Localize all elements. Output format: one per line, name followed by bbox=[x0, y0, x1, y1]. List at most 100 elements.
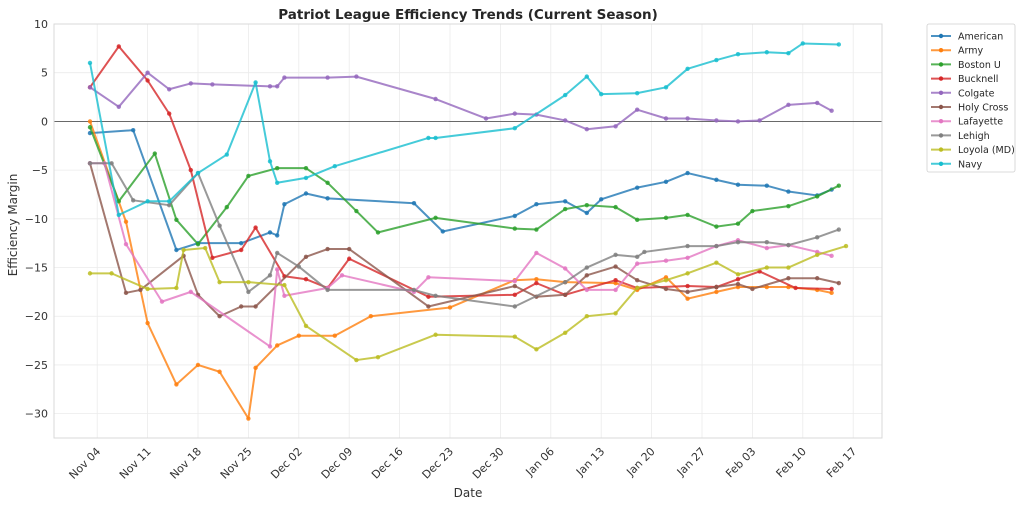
data-point bbox=[815, 100, 820, 106]
data-point bbox=[685, 271, 690, 276]
data-point bbox=[246, 416, 251, 421]
data-point bbox=[584, 273, 589, 278]
data-point bbox=[325, 246, 330, 252]
data-point bbox=[735, 277, 741, 282]
data-point bbox=[275, 250, 280, 256]
data-point bbox=[512, 226, 517, 231]
legend-item: Holy Cross bbox=[931, 103, 1008, 114]
data-point bbox=[512, 283, 517, 289]
legend-item: Navy bbox=[931, 159, 983, 170]
data-point bbox=[584, 210, 589, 216]
data-point bbox=[512, 126, 517, 131]
data-point bbox=[174, 285, 179, 291]
series-line bbox=[90, 162, 832, 348]
legend-marker bbox=[938, 119, 944, 124]
data-point bbox=[836, 227, 841, 232]
data-point bbox=[685, 255, 690, 260]
data-point bbox=[786, 102, 791, 108]
data-point bbox=[275, 267, 280, 272]
data-point bbox=[563, 330, 568, 335]
data-point bbox=[685, 212, 690, 218]
legend-marker bbox=[938, 90, 944, 96]
data-point bbox=[563, 266, 568, 271]
data-point bbox=[354, 208, 359, 214]
data-point bbox=[815, 276, 820, 281]
data-point bbox=[635, 185, 640, 190]
data-point bbox=[735, 281, 741, 287]
data-point bbox=[685, 116, 690, 121]
data-point bbox=[735, 272, 741, 277]
data-point bbox=[325, 196, 330, 201]
data-point bbox=[584, 265, 589, 270]
data-point bbox=[663, 116, 669, 121]
data-point bbox=[512, 292, 517, 298]
data-point bbox=[433, 135, 438, 141]
data-point bbox=[613, 252, 618, 258]
data-point bbox=[663, 179, 669, 185]
data-point bbox=[239, 240, 244, 246]
data-point bbox=[764, 50, 769, 55]
data-point bbox=[253, 365, 258, 371]
data-point bbox=[613, 124, 618, 129]
legend-label: Lafayette bbox=[958, 117, 1003, 128]
data-point bbox=[433, 332, 438, 337]
data-point bbox=[123, 241, 129, 247]
y-tick-label: −15 bbox=[25, 262, 48, 275]
data-point bbox=[375, 354, 381, 360]
data-point bbox=[239, 304, 244, 309]
data-point bbox=[181, 247, 186, 253]
data-point bbox=[275, 180, 280, 185]
data-point bbox=[685, 283, 690, 289]
data-point bbox=[325, 180, 330, 185]
legend-label: Army bbox=[958, 46, 983, 57]
data-point bbox=[303, 165, 309, 171]
data-point bbox=[563, 279, 568, 285]
data-point bbox=[786, 203, 791, 209]
legend-marker bbox=[938, 104, 944, 110]
data-point bbox=[714, 57, 719, 63]
legend-label: Bucknell bbox=[958, 74, 998, 85]
data-point bbox=[426, 294, 431, 299]
data-point bbox=[635, 217, 640, 222]
data-point bbox=[642, 249, 647, 255]
data-point bbox=[512, 304, 517, 309]
legend-marker bbox=[938, 133, 944, 138]
data-point bbox=[174, 247, 179, 253]
data-point bbox=[750, 208, 755, 214]
legend-item: Colgate bbox=[931, 88, 995, 99]
data-point bbox=[109, 271, 114, 276]
data-point bbox=[145, 199, 150, 204]
series-lehigh bbox=[87, 161, 841, 309]
x-axis-label: Date bbox=[454, 486, 483, 500]
data-point bbox=[613, 277, 618, 283]
data-point bbox=[116, 44, 122, 49]
y-tick-label: −30 bbox=[25, 408, 48, 421]
legend-marker bbox=[938, 62, 944, 67]
data-point bbox=[159, 299, 165, 304]
data-point bbox=[735, 51, 741, 57]
legend-label: Loyola (MD) bbox=[958, 145, 1015, 156]
data-point bbox=[714, 284, 719, 290]
data-point bbox=[375, 230, 381, 235]
data-point bbox=[145, 320, 150, 326]
data-point bbox=[764, 245, 769, 251]
data-point bbox=[253, 225, 258, 230]
data-point bbox=[714, 118, 719, 123]
legend-label: Navy bbox=[958, 159, 983, 170]
data-point bbox=[426, 275, 431, 280]
plot-border bbox=[53, 23, 883, 439]
y-tick-label: 0 bbox=[41, 115, 48, 128]
data-point bbox=[303, 191, 309, 196]
data-point bbox=[145, 70, 150, 75]
x-tick-label: Dec 16 bbox=[369, 445, 406, 482]
data-point bbox=[224, 204, 229, 210]
data-point bbox=[764, 265, 769, 270]
y-axis-label: Efficiency Margin bbox=[6, 174, 20, 277]
data-point bbox=[152, 151, 157, 156]
data-point bbox=[829, 108, 834, 113]
legend-item: Army bbox=[931, 46, 983, 57]
data-point bbox=[750, 286, 755, 292]
data-point bbox=[714, 243, 719, 249]
data-point bbox=[174, 217, 179, 222]
data-point bbox=[347, 256, 352, 261]
